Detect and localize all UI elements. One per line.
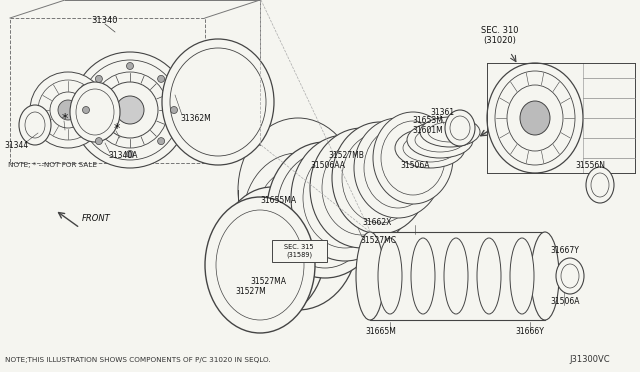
Ellipse shape — [95, 76, 102, 82]
Ellipse shape — [520, 101, 550, 135]
Text: 31527M: 31527M — [235, 288, 266, 296]
Ellipse shape — [310, 128, 414, 248]
Text: 31655MA: 31655MA — [260, 196, 296, 205]
Bar — [10, 18, 205, 163]
Ellipse shape — [83, 106, 90, 113]
Text: *: * — [62, 112, 68, 125]
Ellipse shape — [356, 232, 384, 320]
Text: (31020): (31020) — [484, 35, 516, 45]
Ellipse shape — [72, 52, 188, 168]
Text: NOTE; * --NOT FOR SALE: NOTE; * --NOT FOR SALE — [8, 162, 97, 168]
Ellipse shape — [395, 128, 465, 168]
Ellipse shape — [411, 238, 435, 314]
Ellipse shape — [354, 118, 442, 218]
Text: 31666Y: 31666Y — [515, 327, 544, 337]
Text: 31506AA: 31506AA — [310, 160, 345, 170]
Text: NOTE;THIS ILLUSTRATION SHOWS COMPONENTS OF P/C 31020 IN SEQLO.: NOTE;THIS ILLUSTRATION SHOWS COMPONENTS … — [5, 357, 271, 363]
Ellipse shape — [420, 117, 480, 147]
Ellipse shape — [170, 106, 177, 113]
Ellipse shape — [19, 105, 51, 145]
Ellipse shape — [487, 63, 583, 173]
Ellipse shape — [205, 197, 315, 333]
Bar — [272, 240, 327, 262]
Ellipse shape — [531, 232, 559, 320]
Text: 31361: 31361 — [430, 108, 454, 116]
Text: 31556N: 31556N — [575, 160, 605, 170]
Ellipse shape — [238, 166, 358, 310]
Ellipse shape — [267, 142, 383, 278]
Ellipse shape — [127, 151, 134, 157]
Text: 31506A: 31506A — [400, 160, 429, 170]
Text: 31527MC: 31527MC — [360, 235, 396, 244]
Text: 31506A: 31506A — [550, 298, 579, 307]
Ellipse shape — [378, 238, 402, 314]
Text: 31653M: 31653M — [412, 115, 443, 125]
Text: SEC. 315
(31589): SEC. 315 (31589) — [284, 244, 314, 258]
Text: 31662X: 31662X — [362, 218, 392, 227]
Bar — [370, 232, 545, 320]
Ellipse shape — [477, 238, 501, 314]
Ellipse shape — [219, 187, 325, 317]
Ellipse shape — [116, 96, 144, 124]
Ellipse shape — [162, 39, 274, 165]
Ellipse shape — [95, 138, 102, 145]
Ellipse shape — [127, 62, 134, 70]
Text: 31344: 31344 — [4, 141, 28, 150]
Ellipse shape — [510, 238, 534, 314]
Ellipse shape — [30, 72, 106, 148]
Text: 31667Y: 31667Y — [550, 246, 579, 254]
Text: 31340: 31340 — [92, 16, 118, 25]
Text: 31665M: 31665M — [365, 327, 396, 337]
Text: *: * — [114, 122, 120, 135]
Ellipse shape — [157, 76, 164, 82]
Text: FRONT: FRONT — [82, 214, 111, 222]
Ellipse shape — [373, 112, 453, 204]
Ellipse shape — [238, 118, 358, 262]
Ellipse shape — [332, 122, 428, 234]
Ellipse shape — [444, 238, 468, 314]
Ellipse shape — [586, 167, 614, 203]
Text: SEC. 310: SEC. 310 — [481, 26, 519, 35]
Ellipse shape — [556, 258, 584, 294]
Text: J31300VC: J31300VC — [570, 356, 611, 365]
Ellipse shape — [445, 110, 475, 146]
Ellipse shape — [407, 122, 473, 158]
Text: 31340A: 31340A — [108, 151, 138, 160]
Ellipse shape — [70, 82, 120, 142]
Ellipse shape — [58, 100, 78, 120]
Text: 31601M: 31601M — [412, 125, 443, 135]
Ellipse shape — [157, 138, 164, 145]
Text: 31362M: 31362M — [180, 113, 211, 122]
Text: 31527MB: 31527MB — [328, 151, 364, 160]
Text: 31527MA: 31527MA — [250, 278, 286, 286]
Ellipse shape — [291, 135, 399, 261]
